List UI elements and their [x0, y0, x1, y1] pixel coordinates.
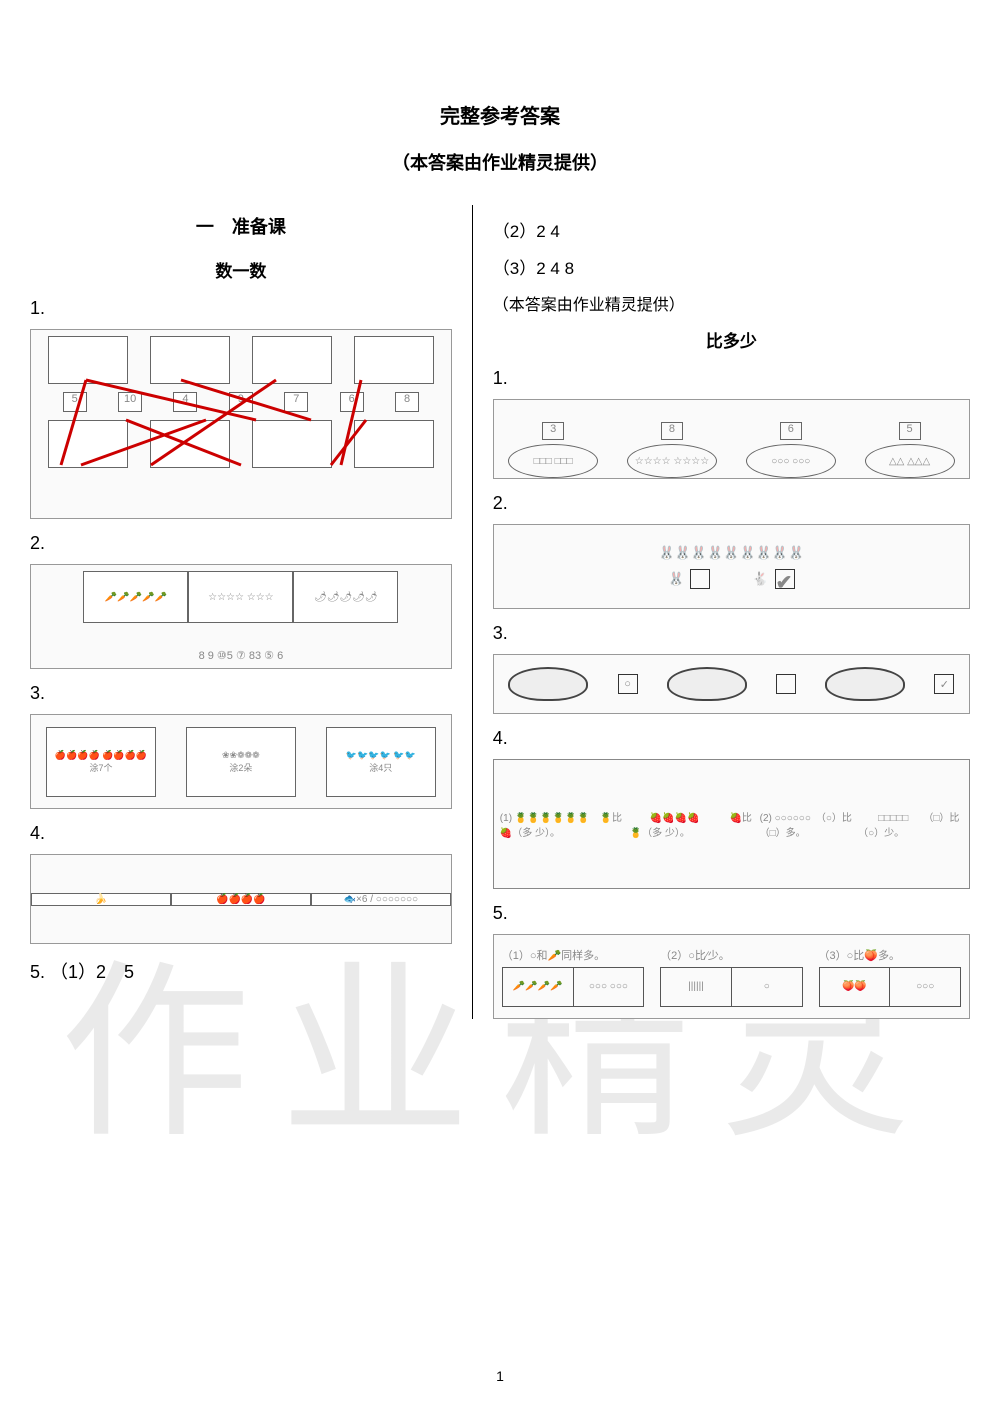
checkbox-empty — [690, 569, 710, 589]
box-half: 🍑🍑 — [820, 968, 891, 1006]
mark-box: ✓ — [934, 674, 954, 694]
check-icon: ✔ — [776, 572, 793, 594]
text-line: □□□□□ （□）比（○）少。 — [858, 809, 963, 839]
mark-box: ○ — [618, 674, 638, 694]
count-box: 🥕🥕🥕🥕🥕 — [83, 571, 188, 623]
choice-text: 8 9 ⑩ — [199, 649, 227, 662]
q5-num: 5. — [30, 962, 45, 982]
question-2-label: 2. — [30, 533, 452, 554]
num-box: 3 — [542, 422, 564, 440]
section-heading: 一 准备课 — [30, 213, 452, 239]
table-cell: 🐟×6 / ○○○○○○○ — [311, 893, 451, 906]
match-num: 4 — [173, 392, 197, 412]
question-r2-label: 2. — [493, 493, 970, 514]
page-content: 完整参考答案 （本答案由作业精灵提供） 一 准备课 数一数 1. 5 10 4 … — [30, 100, 970, 1019]
figure-q4-table: 🍌 🍎🍎🍎🍎 🐟×6 / ○○○○○○○ — [30, 854, 452, 944]
subsection-heading: 数一数 — [30, 257, 452, 282]
choice-text: 5 ⑦ 8 — [227, 649, 255, 662]
shape-oval: △△ △△△ — [865, 444, 955, 478]
q5-part2: （2）2 4 — [493, 217, 970, 242]
title-block: 完整参考答案 （本答案由作业精灵提供） — [30, 100, 970, 175]
subtitle: （本答案由作业精灵提供） — [30, 149, 970, 175]
question-r3-label: 3. — [493, 623, 970, 644]
table-cell: 🍌 — [31, 893, 171, 906]
shape-oval: ○○○ ○○○ — [746, 444, 836, 478]
caption: （2）○比∕少。 — [660, 947, 803, 963]
count-box: 🌶🌶🌶🌶🌶 — [293, 571, 398, 623]
text-line: (1) 🍍🍍🍍🍍🍍🍍 🍍比🍓（多 少）。 — [500, 809, 630, 839]
text-line: (2) ○○○○○○ （○）比（□）多。 — [760, 809, 859, 839]
right-column: （2）2 4 （3）2 4 8 （本答案由作业精灵提供） 比多少 1. 3 □□□… — [472, 205, 970, 1019]
question-4-label: 4. — [30, 823, 452, 844]
question-r4-label: 4. — [493, 728, 970, 749]
figure-r3-bowls: ○ ✓ — [493, 654, 970, 714]
box-half: ○○○ ○○○ — [574, 968, 644, 1006]
match-num: 7 — [284, 392, 308, 412]
figure-r4-compare-more-less: (1) 🍍🍍🍍🍍🍍🍍 🍍比🍓（多 少）。 🍓🍓🍓🍓 🍓比🍍（多 少）。 (2) … — [493, 759, 970, 889]
figure-q1-matching: 5 10 4 9 7 6 8 — [30, 329, 452, 519]
bowl-icon — [667, 667, 747, 701]
box-half: |||||| — [661, 968, 732, 1006]
box-half: ○○○ — [890, 968, 960, 1006]
question-r1-label: 1. — [493, 368, 970, 389]
box-half: ○ — [732, 968, 802, 1006]
match-num: 5 — [63, 392, 87, 412]
num-box: 5 — [899, 422, 921, 440]
rabbit-row: 🐰🐰🐰🐰🐰🐰🐰🐰🐰 — [659, 545, 805, 561]
choice-icon: 🐇 — [752, 571, 768, 587]
shape-oval: ☆☆☆☆ ☆☆☆☆ — [627, 444, 717, 478]
figure-r1-counting: 3 □□□ □□□ 8 ☆☆☆☆ ☆☆☆☆ 6 ○○○ ○○○ 5 △△ △△△ — [493, 399, 970, 479]
mark-box — [776, 674, 796, 694]
match-num: 9 — [229, 392, 253, 412]
question-r5-label: 5. — [493, 903, 970, 924]
caption: 涂7个 — [89, 761, 112, 774]
q5-part3: （3）2 4 8 — [493, 254, 970, 279]
caption: 涂2朵 — [229, 761, 252, 774]
question-1-label: 1. — [30, 298, 452, 319]
count-box: ☆☆☆☆ ☆☆☆ — [188, 571, 293, 623]
credit-line: （本答案由作业精灵提供） — [493, 291, 970, 315]
caption: 涂4只 — [369, 761, 392, 774]
subsection-heading-r: 比多少 — [493, 327, 970, 352]
q5-part1: （1）2 5 — [50, 962, 134, 982]
text-line: 🍓🍓🍓🍓 🍓比🍍（多 少）。 — [630, 809, 760, 839]
page-number: 1 — [496, 1368, 504, 1384]
two-column-layout: 一 准备课 数一数 1. 5 10 4 9 7 6 8 — [30, 205, 970, 1019]
figure-r5-compare-boxes: （1）○和🥕同样多。 🥕🥕🥕🥕○○○ ○○○ （2）○比∕少。 ||||||○ … — [493, 934, 970, 1019]
caption: （1）○和🥕同样多。 — [502, 947, 645, 963]
match-num: 10 — [118, 392, 142, 412]
left-column: 一 准备课 数一数 1. 5 10 4 9 7 6 8 — [30, 205, 472, 1019]
match-num: 8 — [395, 392, 419, 412]
bowl-icon — [825, 667, 905, 701]
figure-r2-compare: 🐰🐰🐰🐰🐰🐰🐰🐰🐰 🐰 🐇 ✔ — [493, 524, 970, 609]
question-5-label: 5. （1）2 5 — [30, 958, 452, 984]
num-box: 8 — [661, 422, 683, 440]
choice-text: 3 ⑤ 6 — [255, 649, 283, 662]
table-cell: 🍎🍎🍎🍎 — [171, 893, 311, 906]
box-half: 🥕🥕🥕🥕 — [503, 968, 574, 1006]
match-num: 6 — [340, 392, 364, 412]
shape-oval: □□□ □□□ — [508, 444, 598, 478]
figure-q2-counting: 🥕🥕🥕🥕🥕 ☆☆☆☆ ☆☆☆ 🌶🌶🌶🌶🌶 8 9 ⑩ 5 ⑦ 8 3 ⑤ 6 — [30, 564, 452, 669]
question-3-label: 3. — [30, 683, 452, 704]
caption: （3）○比🍑多。 — [819, 947, 962, 963]
figure-q3-coloring: 🍎🍎🍎🍎 🍎🍎🍎🍎涂7个 ❀❀❁❁❁涂2朵 🐦🐦🐦🐦 🐦🐦涂4只 — [30, 714, 452, 809]
bowl-icon — [508, 667, 588, 701]
main-title: 完整参考答案 — [30, 100, 970, 129]
checkbox-checked: ✔ — [775, 569, 795, 589]
choice-icon: 🐰 — [668, 571, 684, 587]
num-box: 6 — [780, 422, 802, 440]
